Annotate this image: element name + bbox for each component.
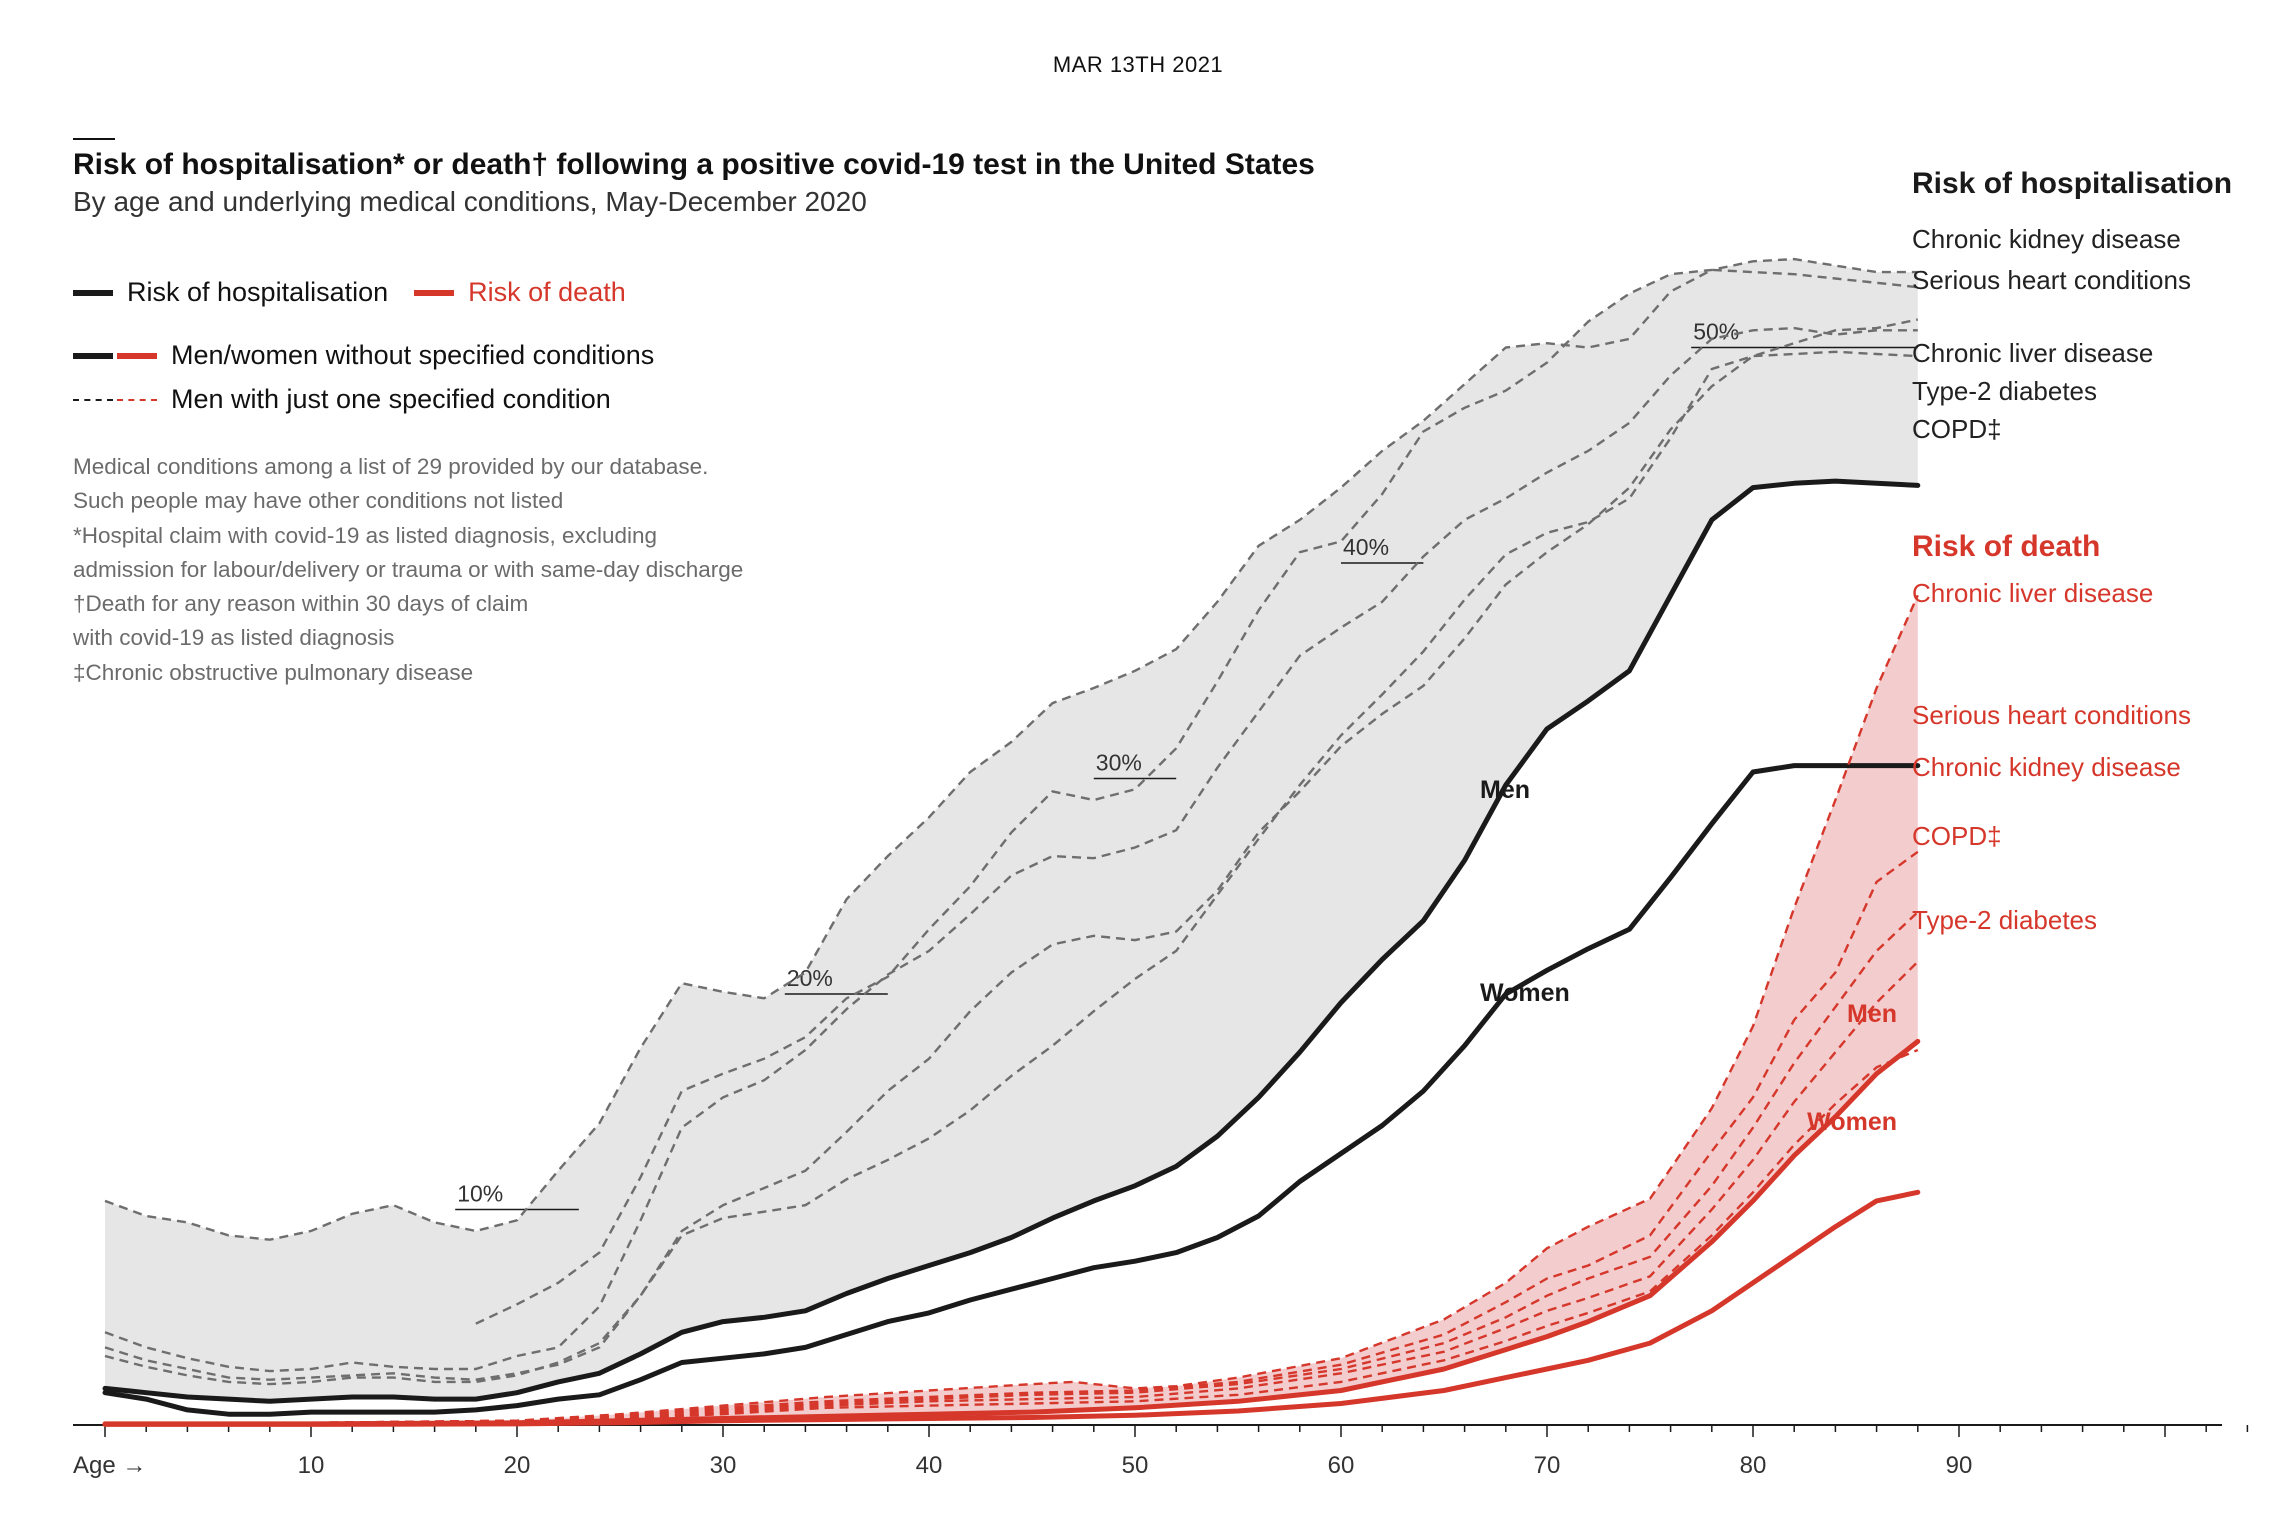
legend-row-dashed: Men with just one specified condition bbox=[73, 384, 611, 415]
death-line-type-2-diabetes bbox=[105, 1048, 1919, 1424]
footnote-line: Such people may have other conditions no… bbox=[73, 488, 564, 514]
legend-swatch-solid-red bbox=[117, 352, 157, 359]
hosp-line-chronic-kidney-disease bbox=[475, 257, 1918, 1325]
group-label-death: Risk of death bbox=[1912, 530, 2100, 563]
legend-swatch-dash-black bbox=[73, 398, 113, 401]
x-tick-label: 30 bbox=[710, 1452, 737, 1479]
annotation-men-hosp: Men bbox=[1480, 776, 1530, 804]
legend-label-death: Risk of death bbox=[468, 277, 626, 307]
legend-swatch-dash-red bbox=[117, 398, 157, 401]
reference-label: 30% bbox=[1096, 750, 1142, 776]
footnote-line: †Death for any reason within 30 days of … bbox=[73, 591, 529, 617]
legend-row-measures: Risk of hospitalisation Risk of death bbox=[73, 277, 626, 308]
death-series-label: COPD‡ bbox=[1912, 821, 2002, 851]
date-label: MAR 13TH 2021 bbox=[1052, 52, 1224, 77]
hosp-line-serious-heart-conditions bbox=[104, 268, 1918, 1241]
x-tick-label: 70 bbox=[1534, 1452, 1561, 1479]
footnotes: Medical conditions among a list of 29 pr… bbox=[73, 450, 743, 690]
legend-label-solid: Men/women without specified conditions bbox=[171, 340, 655, 370]
reference-label: 20% bbox=[787, 965, 833, 991]
legend-row-solid: Men/women without specified conditions bbox=[73, 340, 654, 371]
hosp-line-chronic-liver-disease bbox=[104, 318, 1919, 1381]
hosp-series-label: COPD‡ bbox=[1912, 414, 2002, 444]
x-tick-label: 40 bbox=[916, 1452, 943, 1479]
x-tick-label: 90 bbox=[1946, 1452, 1973, 1479]
title-rule bbox=[73, 138, 115, 140]
x-tick-label: 60 bbox=[1328, 1452, 1355, 1479]
death-series-label: Chronic liver disease bbox=[1912, 578, 2153, 608]
footnote-line: Medical conditions among a list of 29 pr… bbox=[73, 454, 709, 479]
annotation-women-death: Women bbox=[1807, 1108, 1897, 1136]
hosp-series-label: Chronic kidney disease bbox=[1912, 224, 2181, 254]
hosp-line-women bbox=[102, 763, 1921, 1417]
hosp-line-type-2-diabetes bbox=[104, 326, 1918, 1373]
hosp-series-label: Chronic liver disease bbox=[1912, 338, 2153, 368]
reference-label: 10% bbox=[457, 1181, 503, 1207]
footnote-line: ‡Chronic obstructive pulmonary disease bbox=[73, 659, 474, 685]
death-line-women bbox=[102, 1189, 1921, 1427]
x-tick-label: 80 bbox=[1740, 1452, 1767, 1479]
x-axis-label: Age → bbox=[73, 1452, 146, 1479]
annotation-women-hosp: Women bbox=[1480, 979, 1570, 1007]
chart-title: Risk of hospitalisation* or death† follo… bbox=[73, 148, 1315, 181]
legend-label-hosp: Risk of hospitalisation bbox=[127, 277, 389, 307]
hosp-line-copd- bbox=[104, 350, 1918, 1386]
death-series-label: Chronic kidney disease bbox=[1912, 752, 2181, 782]
legend-label-dashed: Men with just one specified condition bbox=[171, 384, 611, 414]
x-tick-label: 50 bbox=[1122, 1452, 1149, 1479]
death-series-label: Type-2 diabetes bbox=[1912, 905, 2097, 935]
death-line-serious-heart-conditions bbox=[105, 850, 1919, 1424]
hosp-series-label: Serious heart conditions bbox=[1912, 265, 2191, 295]
hosp-line-men bbox=[102, 478, 1921, 1404]
x-tick-label: 10 bbox=[298, 1452, 325, 1479]
legend-swatch-solid-black bbox=[73, 352, 113, 359]
legend-swatch-death bbox=[414, 289, 455, 296]
group-label-hosp: Risk of hospitalisation bbox=[1912, 167, 2232, 200]
x-tick-label: 20 bbox=[504, 1452, 531, 1479]
death-line-copd- bbox=[105, 960, 1919, 1424]
legend-swatch-hosp bbox=[73, 289, 113, 296]
death-line-chronic-kidney-disease bbox=[105, 911, 1919, 1424]
footnote-line: with covid-19 as listed diagnosis bbox=[73, 625, 395, 651]
footnote-line: *Hospital claim with covid-19 as listed … bbox=[73, 522, 658, 548]
chart-subtitle: By age and underlying medical conditions… bbox=[73, 186, 867, 217]
death-series-label: Serious heart conditions bbox=[1912, 700, 2191, 730]
footnote-line: admission for labour/delivery or trauma … bbox=[73, 556, 744, 582]
annotation-men-death: Men bbox=[1847, 1000, 1897, 1028]
death-line-chronic-liver-disease bbox=[105, 594, 1919, 1424]
reference-label: 50% bbox=[1693, 319, 1739, 345]
hosp-series-label: Type-2 diabetes bbox=[1912, 376, 2097, 406]
hosp-band bbox=[105, 259, 1918, 1402]
reference-label: 40% bbox=[1343, 534, 1389, 560]
